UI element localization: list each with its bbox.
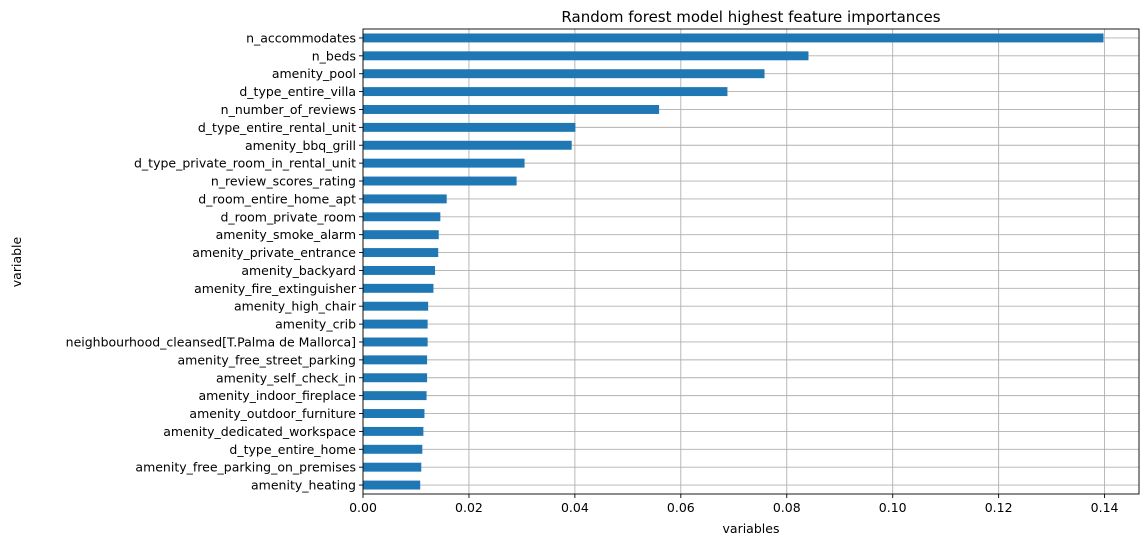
chart-title: Random forest model highest feature impo… — [561, 8, 940, 26]
plot-frame — [362, 28, 1140, 495]
bar-amenity-high-chair — [363, 301, 429, 311]
x-axis-label: variables — [723, 521, 780, 536]
bar-amenity-self-check-in — [363, 373, 428, 383]
y-tick-label: amenity_high_chair — [234, 299, 357, 314]
x-tick-label: 0.08 — [773, 500, 801, 515]
bar-d-type-entire-home — [363, 444, 423, 454]
y-tick-label: n_review_scores_rating — [211, 174, 356, 189]
x-tick-label: 0.10 — [879, 500, 907, 515]
y-tick-label: amenity_self_check_in — [216, 370, 356, 385]
y-tick-label: d_room_entire_home_apt — [198, 191, 356, 206]
bar-amenity-indoor-fireplace — [363, 391, 427, 401]
y-tick-label: d_room_private_room — [220, 209, 356, 224]
bar-amenity-pool — [363, 69, 765, 79]
x-tick-label: 0.04 — [561, 500, 589, 515]
y-tick-label: amenity_bbq_grill — [245, 138, 356, 153]
bar-d-room-private-room — [363, 212, 441, 222]
y-axis-label: variable — [9, 236, 24, 287]
bar-n-review-scores-rating — [363, 176, 517, 186]
y-tick-label: amenity_dedicated_workspace — [163, 424, 356, 439]
bar-amenity-dedicated-workspace — [363, 426, 424, 436]
bar-amenity-heating — [363, 480, 421, 490]
y-axis: n_accommodates n_beds amenity_pool d_type_e… — [66, 30, 363, 493]
bar-d-type-entire-villa — [363, 87, 728, 97]
y-tick-label: amenity_free_street_parking — [178, 352, 356, 367]
bar-d-type-entire-rental-unit — [363, 122, 576, 132]
y-tick-label: amenity_backyard — [241, 263, 356, 278]
x-tick-label: 0.12 — [985, 500, 1013, 515]
y-tick-label: amenity_private_entrance — [192, 245, 356, 260]
y-tick-label: amenity_heating — [251, 478, 356, 493]
bar-neighbourhood-cleansed-t-palma-de-mallorca- — [363, 337, 428, 347]
bar-amenity-free-street-parking — [363, 355, 428, 365]
y-tick-label: n_number_of_reviews — [221, 102, 356, 117]
bar-amenity-bbq-grill — [363, 140, 572, 150]
bar-amenity-fire-extinguisher — [363, 283, 434, 293]
y-tick-label: amenity_pool — [272, 66, 356, 81]
x-tick-label: 0.14 — [1091, 500, 1119, 515]
y-tick-label: amenity_crib — [275, 317, 356, 332]
x-axis: 0.00 0.02 0.04 0.06 0.08 0.10 0.12 0.14 — [349, 494, 1119, 515]
bar-d-type-private-room-in-rental-unit — [363, 158, 525, 168]
bar-n-accommodates — [363, 33, 1104, 43]
y-tick-label: n_accommodates — [246, 30, 356, 45]
y-tick-label: d_type_entire_rental_unit — [198, 120, 356, 135]
x-tick-label: 0.06 — [667, 500, 695, 515]
bar-amenity-smoke-alarm — [363, 230, 439, 240]
y-tick-label: amenity_indoor_fireplace — [198, 388, 356, 403]
y-tick-label: d_type_private_room_in_rental_unit — [134, 156, 356, 171]
y-tick-label: n_beds — [312, 48, 356, 63]
bar-amenity-backyard — [363, 265, 436, 275]
bar-amenity-private-entrance — [363, 248, 439, 258]
y-tick-label: d_type_entire_home — [229, 442, 356, 457]
bar-amenity-free-parking-on-premises — [363, 462, 422, 472]
x-tick-label: 0.02 — [455, 500, 483, 515]
y-tick-label: amenity_free_parking_on_premises — [135, 460, 356, 475]
y-tick-label: d_type_entire_villa — [239, 84, 356, 99]
y-tick-label: amenity_fire_extinguisher — [194, 281, 357, 296]
bar-d-room-entire-home-apt — [363, 194, 447, 204]
bar-n-beds — [363, 51, 809, 61]
bar-amenity-crib — [363, 319, 428, 329]
x-gridlines — [362, 29, 1106, 494]
bar-n-number-of-reviews — [363, 105, 660, 114]
y-tick-label: neighbourhood_cleansed[T.Palma de Mallor… — [66, 334, 356, 349]
bars — [363, 33, 1104, 490]
bar-amenity-outdoor-furniture — [363, 409, 425, 418]
y-tick-label: amenity_outdoor_furniture — [189, 406, 356, 421]
x-tick-label: 0.00 — [349, 500, 377, 515]
y-tick-label: amenity_smoke_alarm — [216, 227, 356, 242]
